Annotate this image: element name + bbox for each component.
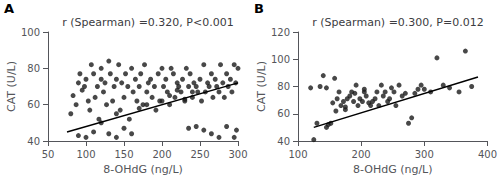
svg-text:A: A — [4, 1, 14, 16]
svg-text:40: 40 — [27, 136, 40, 147]
svg-text:80: 80 — [277, 81, 290, 92]
svg-text:40: 40 — [277, 136, 290, 147]
svg-text:100: 100 — [271, 54, 290, 65]
svg-text:200: 200 — [152, 149, 171, 160]
svg-text:100: 100 — [21, 27, 40, 38]
svg-text:300: 300 — [228, 149, 247, 160]
svg-text:80: 80 — [27, 63, 40, 74]
svg-text:60: 60 — [27, 99, 40, 110]
svg-text:8-OHdG (ng/L): 8-OHdG (ng/L) — [103, 163, 183, 176]
svg-text:250: 250 — [190, 149, 209, 160]
svg-text:200: 200 — [352, 149, 371, 160]
svg-text:r (Spearman) =0.300, P=0.012: r (Spearman) =0.300, P=0.012 — [312, 16, 483, 29]
svg-text:100: 100 — [76, 149, 95, 160]
svg-text:120: 120 — [271, 27, 290, 38]
svg-text:400: 400 — [478, 149, 497, 160]
svg-text:150: 150 — [114, 149, 133, 160]
svg-text:100: 100 — [288, 149, 307, 160]
svg-text:50: 50 — [42, 149, 55, 160]
svg-text:r (Spearman) =0.320, P<0.001: r (Spearman) =0.320, P<0.001 — [62, 16, 233, 29]
svg-text:CAT (U/L): CAT (U/L) — [5, 61, 18, 112]
svg-text:8-OHdG (ng/L): 8-OHdG (ng/L) — [353, 163, 433, 176]
svg-text:60: 60 — [277, 108, 290, 119]
svg-text:300: 300 — [415, 149, 434, 160]
svg-text:B: B — [254, 1, 264, 16]
svg-text:CAT (U/L): CAT (U/L) — [255, 61, 268, 112]
